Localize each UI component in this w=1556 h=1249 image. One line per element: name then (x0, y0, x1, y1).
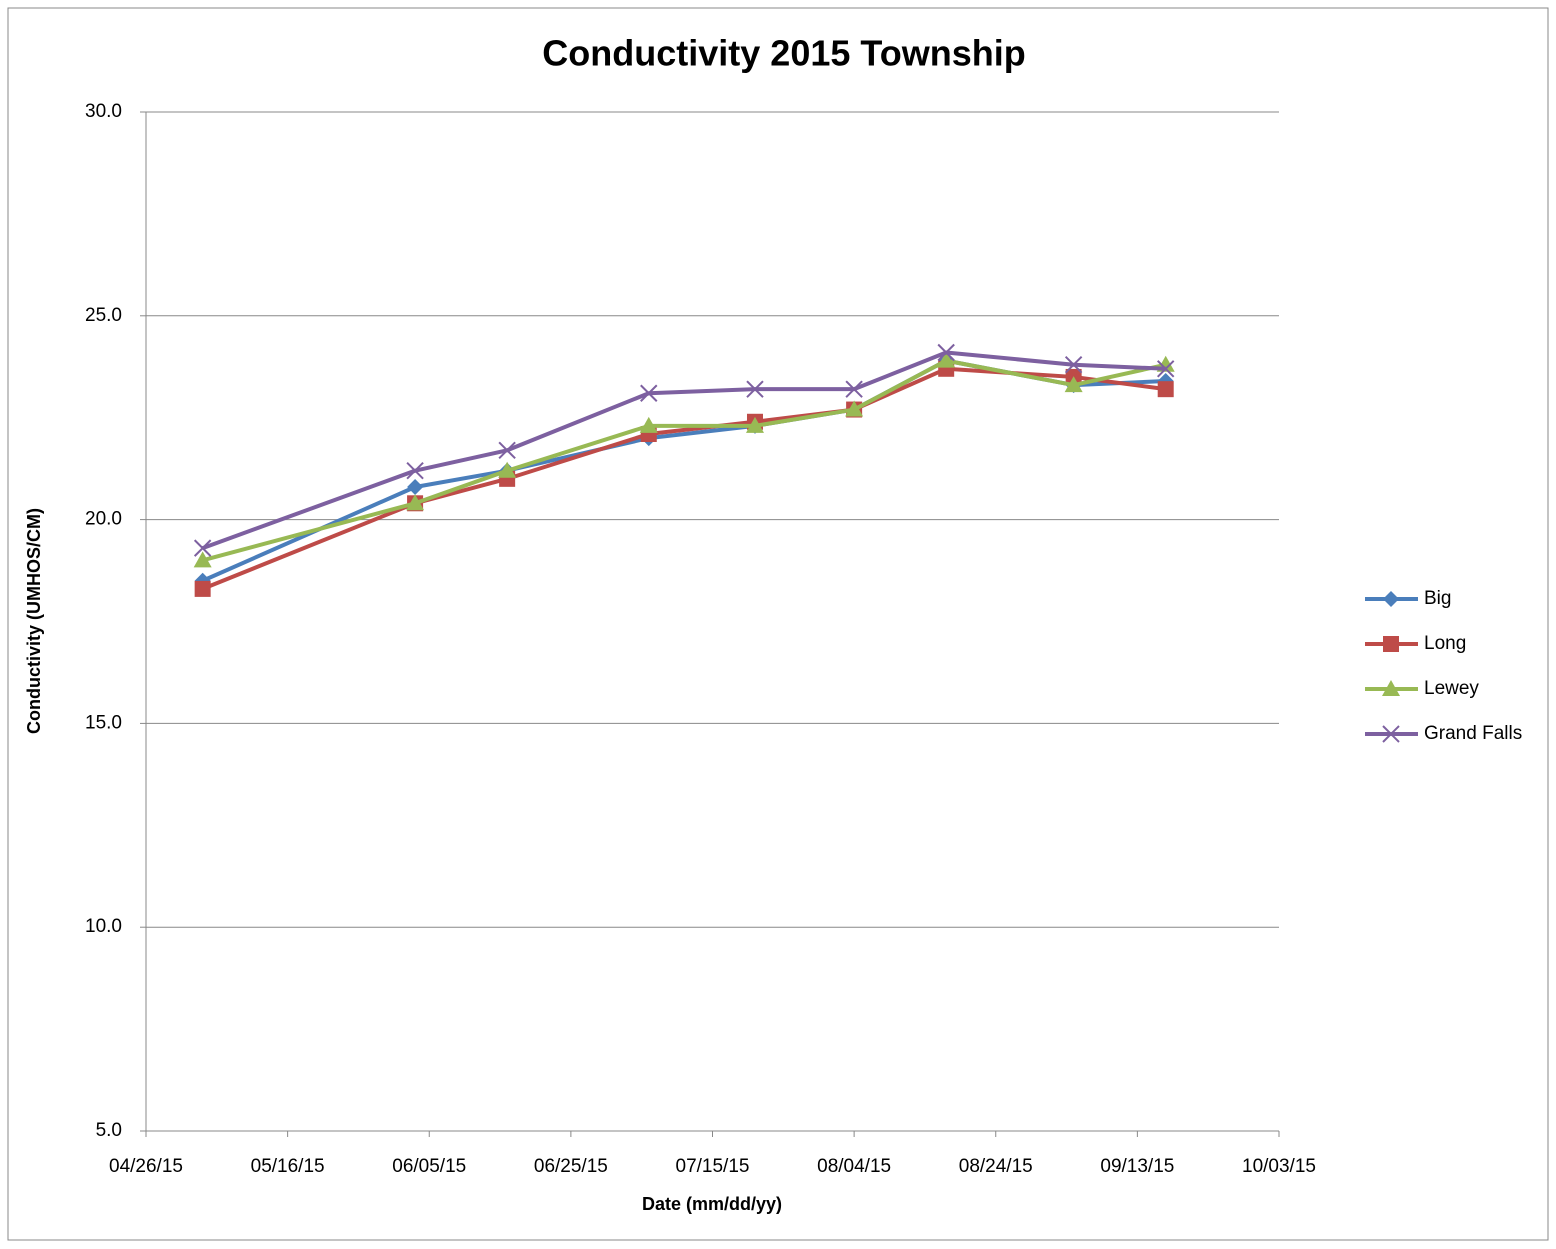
data-point (406, 461, 424, 480)
x-tick-label: 06/25/15 (534, 1156, 608, 1177)
legend-marker (1382, 725, 1400, 743)
x-tick-label: 05/16/15 (251, 1156, 325, 1177)
data-point (498, 461, 517, 478)
x-tick-label: 08/04/15 (817, 1156, 891, 1177)
data-point (498, 441, 516, 460)
x-tick-label: 07/15/15 (676, 1156, 750, 1177)
data-point (193, 539, 212, 557)
data-point (845, 400, 864, 417)
x-tick-label: 04/26/15 (109, 1156, 183, 1177)
data-point (193, 551, 212, 568)
data-point (640, 384, 658, 402)
legend-marker (1382, 680, 1400, 696)
x-tick-label: 08/24/15 (959, 1156, 1033, 1177)
data-point (745, 416, 764, 433)
y-tick-label: 25.0 (85, 305, 122, 326)
x-axis-title: Date (mm/dd/yy) (642, 1194, 782, 1214)
y-tick-label: 30.0 (85, 101, 122, 122)
data-point (194, 580, 211, 597)
legend-label: Grand Falls (1424, 723, 1522, 744)
data-point (639, 416, 658, 433)
legend-label: Lewey (1424, 678, 1479, 699)
legend-marker (1383, 591, 1399, 607)
chart-border (7, 7, 1549, 1241)
data-point (746, 380, 764, 398)
data-point (407, 478, 424, 495)
data-point (937, 343, 955, 362)
x-tick-label: 10/03/15 (1242, 1156, 1316, 1177)
data-point (937, 351, 956, 368)
data-point (845, 380, 863, 398)
y-tick-label: 10.0 (85, 916, 122, 937)
data-point (1064, 356, 1083, 374)
y-tick-label: 5.0 (96, 1120, 122, 1141)
legend-label: Long (1424, 633, 1466, 654)
y-axis-title: Conductivity (UMHOS/CM) (24, 508, 44, 734)
chart-title: Conductivity 2015 Township (542, 33, 1025, 74)
legend-marker (1383, 636, 1399, 652)
data-point (1156, 360, 1175, 378)
data-point (406, 494, 425, 511)
y-tick-label: 20.0 (85, 509, 122, 530)
data-point (1157, 381, 1174, 398)
x-tick-label: 06/05/15 (392, 1156, 466, 1177)
data-point (1064, 376, 1083, 393)
x-tick-label: 09/13/15 (1100, 1156, 1174, 1177)
y-tick-label: 15.0 (85, 712, 122, 733)
legend-label: Big (1424, 588, 1451, 609)
